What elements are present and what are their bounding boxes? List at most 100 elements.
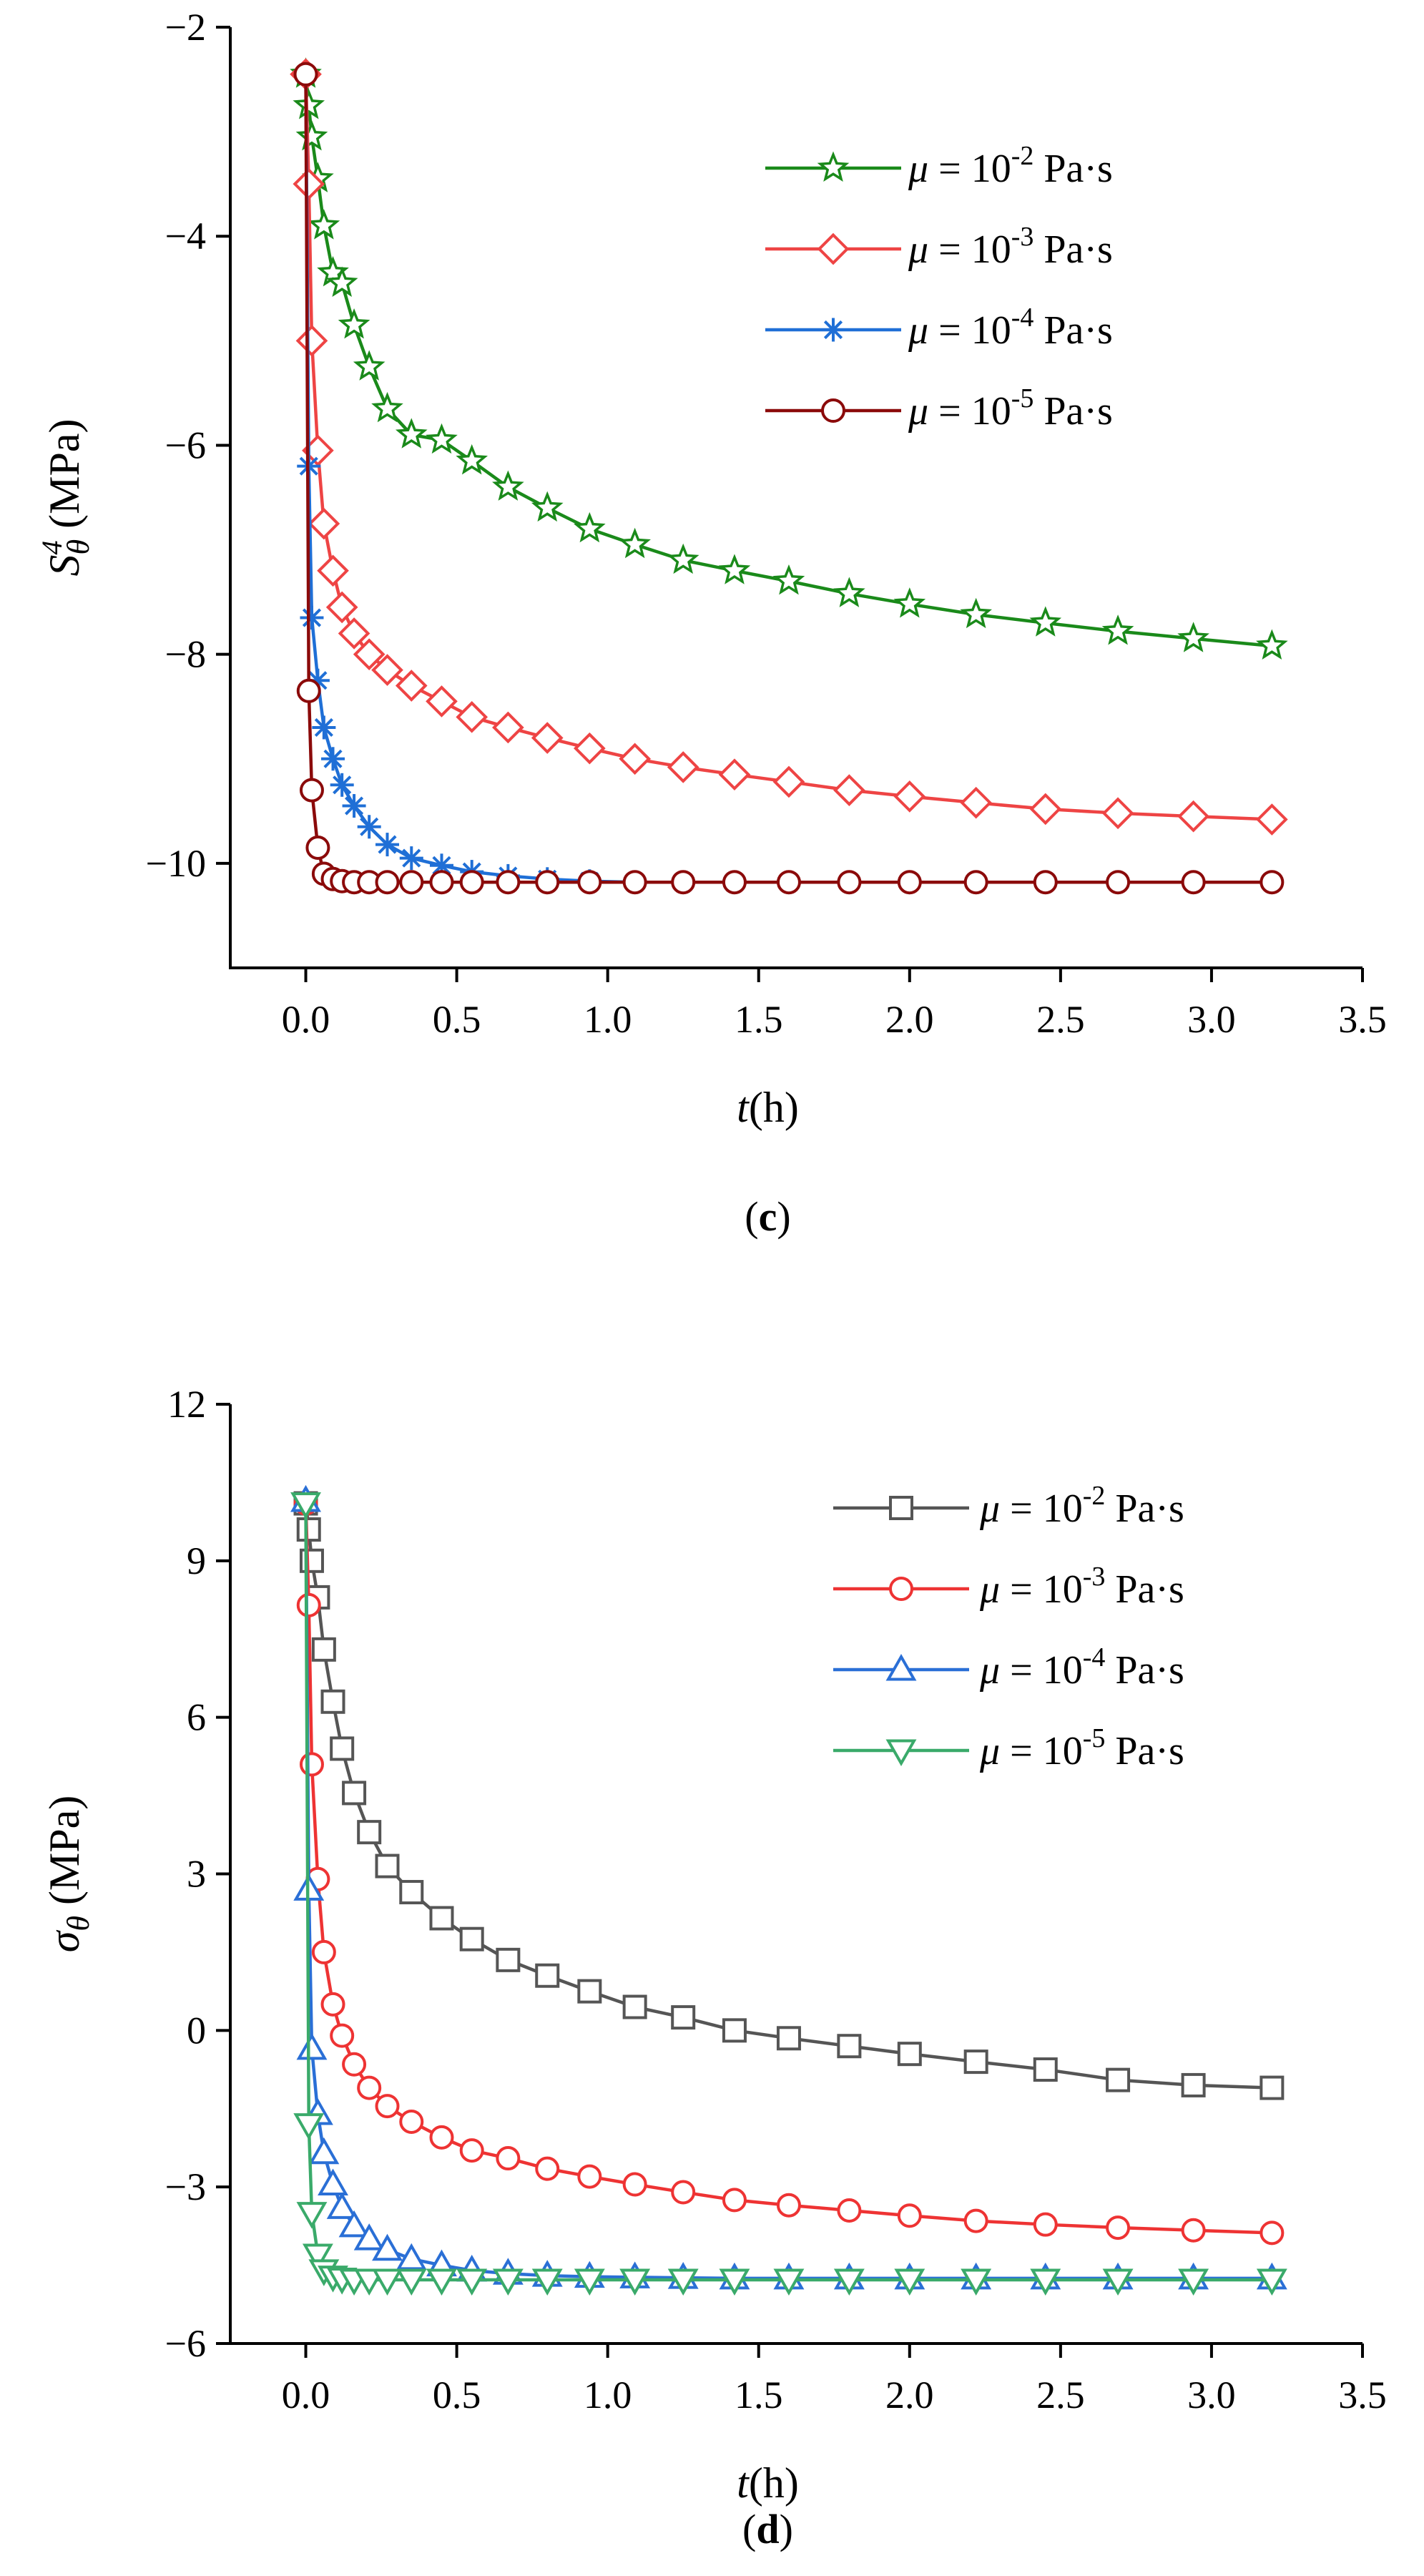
- data-point: [963, 2208, 988, 2233]
- data-point: [342, 2052, 367, 2077]
- data-point: [1178, 2268, 1209, 2296]
- series-2: [293, 1491, 1285, 2246]
- data-point: [399, 870, 424, 895]
- data-point: [492, 711, 524, 744]
- x-axis-title: t(h): [737, 1084, 799, 1131]
- y-tick-label: −8: [165, 633, 206, 676]
- series-2: [290, 58, 1288, 836]
- panel-caption: (c): [745, 1193, 790, 1240]
- data-point: [960, 597, 992, 629]
- legend-item: μ = 10-4 Pa·s: [833, 1642, 1184, 1693]
- data-point: [325, 591, 358, 624]
- data-point: [426, 423, 458, 454]
- data-point: [1256, 2268, 1287, 2296]
- x-tick-label: 1.5: [735, 998, 783, 1041]
- data-point: [396, 2243, 427, 2271]
- data-point: [718, 758, 751, 791]
- data-point: [671, 870, 696, 895]
- series-4: [290, 1492, 1287, 2296]
- data-point: [330, 1736, 355, 1761]
- data-point: [1106, 2067, 1131, 2092]
- data-point: [456, 2268, 488, 2296]
- data-point: [963, 870, 988, 895]
- data-point: [619, 2268, 651, 2296]
- x-tick-label: 2.5: [1036, 998, 1085, 1041]
- data-point: [429, 2125, 454, 2150]
- data-point: [1033, 2057, 1058, 2082]
- legend-marker: [889, 1577, 913, 1601]
- x-tick-label: 3.5: [1338, 998, 1387, 1041]
- data-point: [293, 2113, 325, 2140]
- data-point: [357, 1820, 382, 1845]
- legend-label: μ = 10-3 Pa·s: [908, 222, 1113, 272]
- data-point: [426, 685, 458, 718]
- data-point: [293, 62, 318, 87]
- data-point: [1259, 2075, 1285, 2100]
- series-1: [293, 1491, 1285, 2100]
- data-point: [722, 2018, 747, 2043]
- legend-label: μ = 10-5 Pa·s: [979, 1723, 1184, 1773]
- data-point: [317, 554, 349, 587]
- data-point: [296, 678, 321, 703]
- y-tick-label: 3: [187, 1853, 206, 1896]
- data-point: [622, 2172, 647, 2197]
- data-point: [371, 391, 403, 423]
- data-point: [837, 2198, 862, 2223]
- y-tick-label: 12: [167, 1383, 206, 1426]
- data-point: [1256, 803, 1288, 836]
- data-point: [718, 554, 751, 584]
- data-point: [622, 1994, 647, 2019]
- x-tick-label: 0.0: [282, 998, 330, 1041]
- data-point: [308, 2137, 340, 2165]
- data-point: [338, 2210, 370, 2238]
- data-point: [897, 2203, 922, 2228]
- data-point: [963, 2049, 988, 2075]
- data-point: [375, 2094, 400, 2119]
- data-point: [574, 511, 606, 543]
- legend-label: μ = 10-5 Pa·s: [908, 383, 1113, 434]
- legend-item: μ = 10-2 Pa·s: [765, 141, 1113, 191]
- data-point: [372, 2268, 403, 2296]
- data-point: [772, 765, 805, 798]
- data-point: [667, 2268, 699, 2296]
- data-point: [772, 564, 805, 595]
- data-point: [496, 2146, 521, 2171]
- y-tick-label: 0: [187, 2009, 206, 2052]
- legend: μ = 10-2 Pa·s μ = 10-3 Pa·s μ = 10-4 Pa·s μ…: [765, 141, 1113, 434]
- data-point: [456, 701, 488, 733]
- data-point: [1181, 2218, 1206, 2243]
- data-point: [318, 2168, 348, 2196]
- data-point: [290, 1492, 321, 1519]
- data-point: [426, 2268, 457, 2296]
- data-point: [330, 2023, 355, 2048]
- legend-marker: [817, 151, 850, 182]
- data-point: [773, 2268, 805, 2296]
- data-point: [574, 2268, 605, 2296]
- data-point: [299, 1752, 324, 1777]
- y-axis-title: S4θ (MPa): [36, 419, 96, 577]
- data-point: [342, 794, 366, 818]
- data-point: [531, 722, 564, 754]
- data-point: [330, 773, 354, 797]
- data-point: [577, 2164, 602, 2189]
- data-point: [776, 870, 801, 895]
- data-point: [833, 577, 865, 607]
- data-point: [296, 2032, 328, 2060]
- data-point: [960, 786, 992, 819]
- data-point: [305, 835, 330, 860]
- data-point: [375, 870, 400, 895]
- data-point: [396, 2268, 427, 2296]
- data-point: [833, 774, 865, 806]
- data-point: [574, 732, 606, 765]
- data-point: [302, 2243, 333, 2271]
- data-point: [492, 470, 524, 501]
- data-point: [535, 870, 560, 895]
- legend-item: μ = 10-3 Pa·s: [765, 222, 1113, 272]
- data-point: [399, 1880, 424, 1905]
- data-point: [1106, 870, 1131, 895]
- data-point: [667, 751, 699, 783]
- data-point: [577, 1979, 602, 2004]
- x-tick-label: 3.0: [1187, 998, 1236, 1041]
- data-point: [312, 715, 336, 740]
